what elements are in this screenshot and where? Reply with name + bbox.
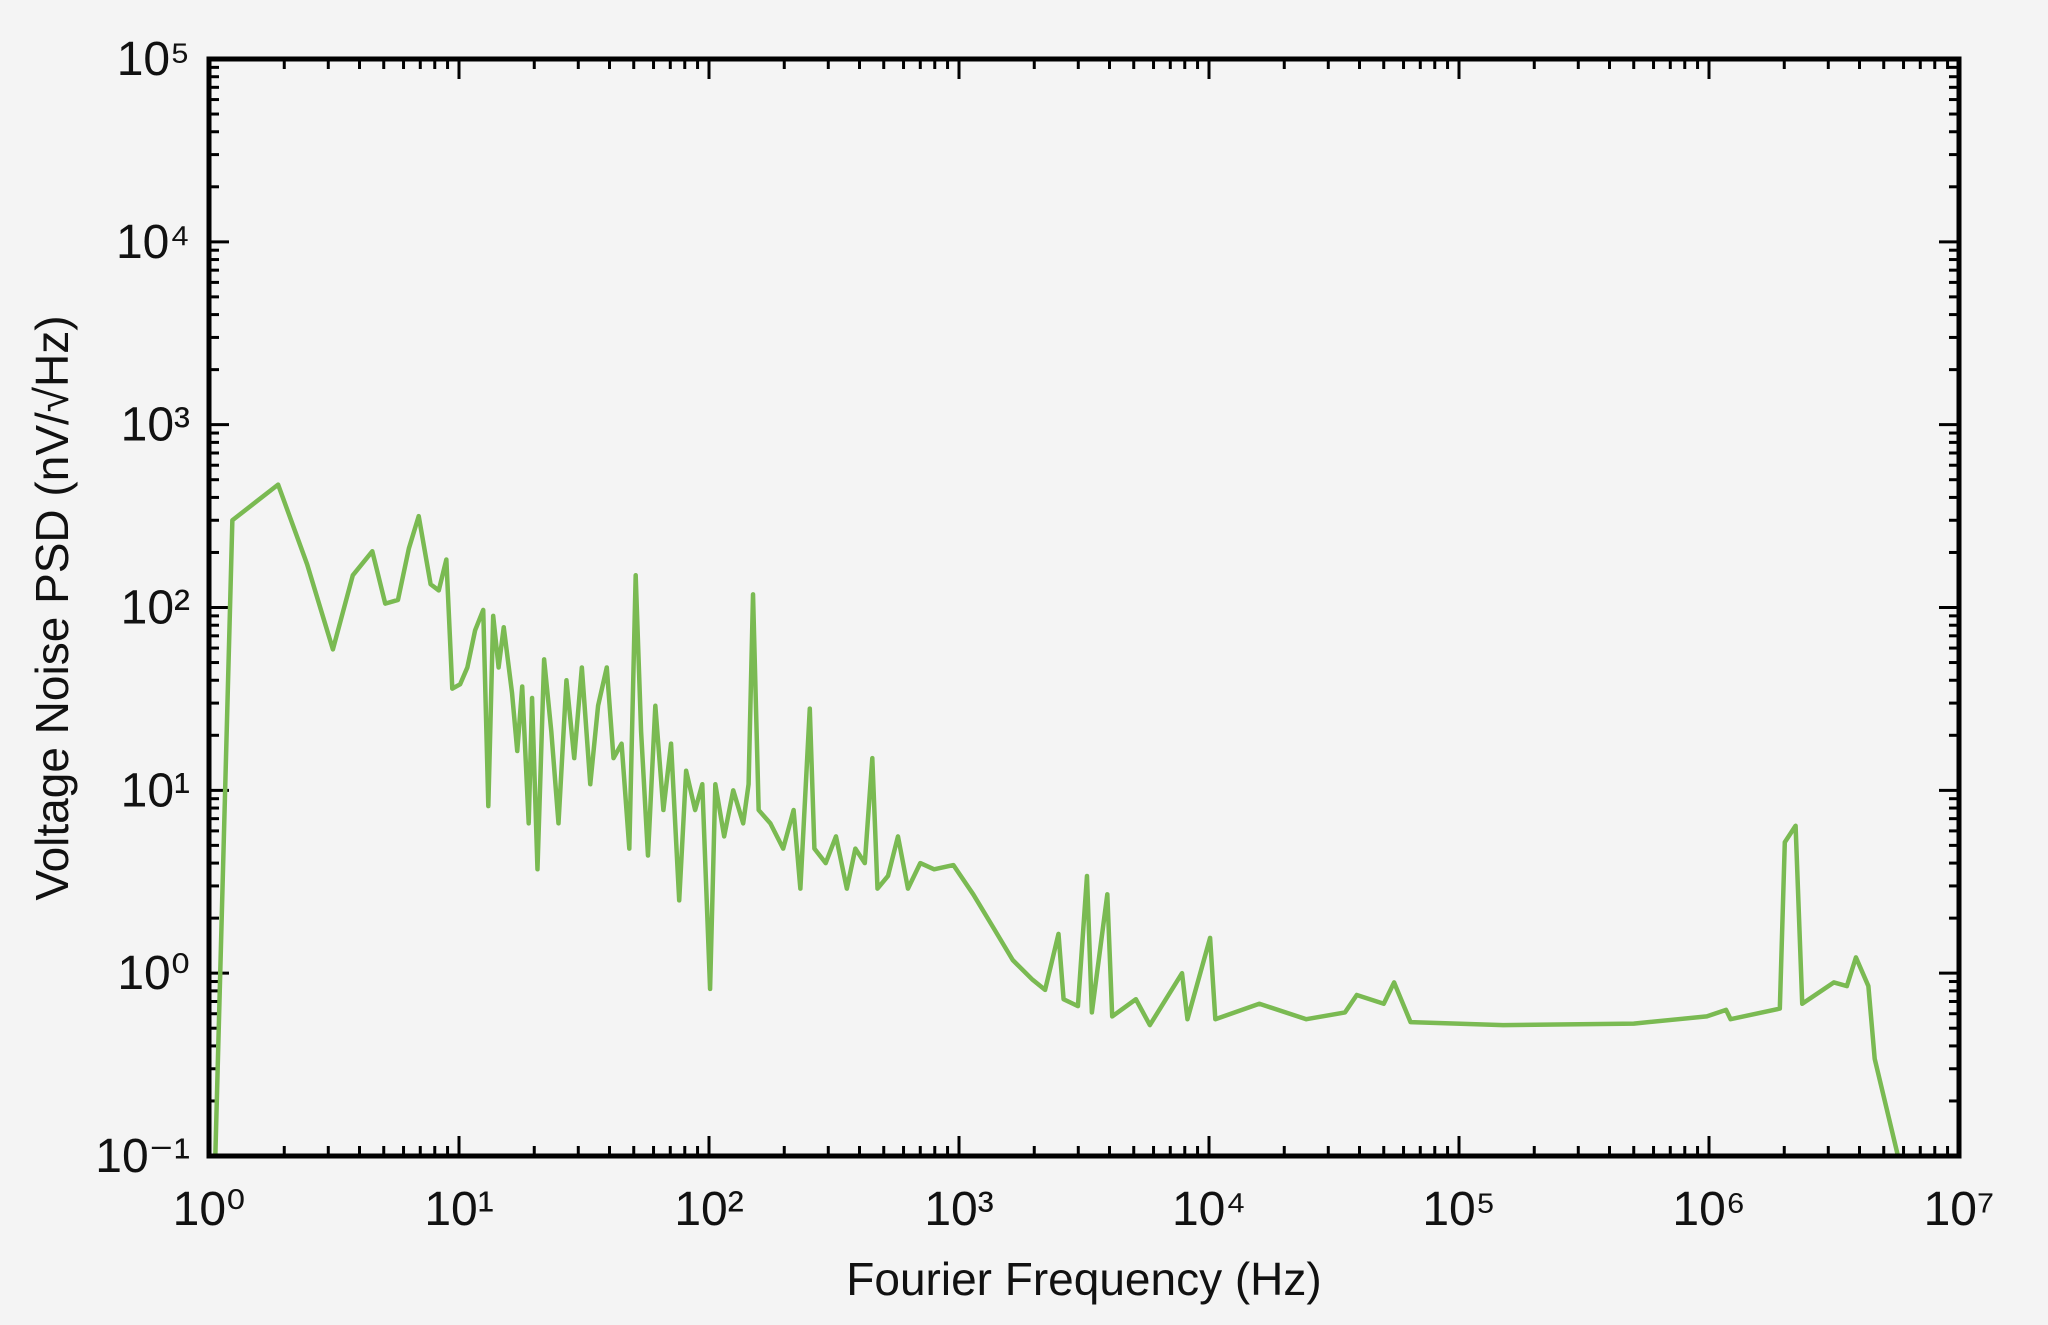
x-tick-label: 10⁶ [1672, 1183, 1745, 1236]
x-tick-label: 10³ [924, 1183, 993, 1236]
y-tick-label: 10⁻¹ [95, 1130, 190, 1183]
y-tick-label: 10¹ [121, 764, 190, 817]
x-tick-label: 10⁰ [173, 1183, 246, 1236]
y-axis-label: Voltage Noise PSD (nV/√Hz) [26, 315, 78, 900]
x-tick-label: 10⁵ [1422, 1183, 1495, 1236]
x-tick-label: 10² [674, 1183, 743, 1236]
x-tick-label: 10¹ [424, 1183, 493, 1236]
x-tick-label: 10⁷ [1924, 1183, 1995, 1236]
y-tick-label: 10⁵ [117, 33, 190, 86]
plot-frame [206, 56, 1962, 1159]
x-tick-label: 10⁴ [1172, 1183, 1246, 1236]
x-axis-label: Fourier Frequency (Hz) [846, 1253, 1321, 1305]
y-tick-label: 10² [121, 582, 190, 635]
series-line [213, 482, 1901, 1156]
y-tick-label: 10⁰ [117, 947, 190, 1000]
y-tick-label: 10³ [121, 399, 190, 452]
y-tick-label: 10⁴ [116, 216, 190, 269]
